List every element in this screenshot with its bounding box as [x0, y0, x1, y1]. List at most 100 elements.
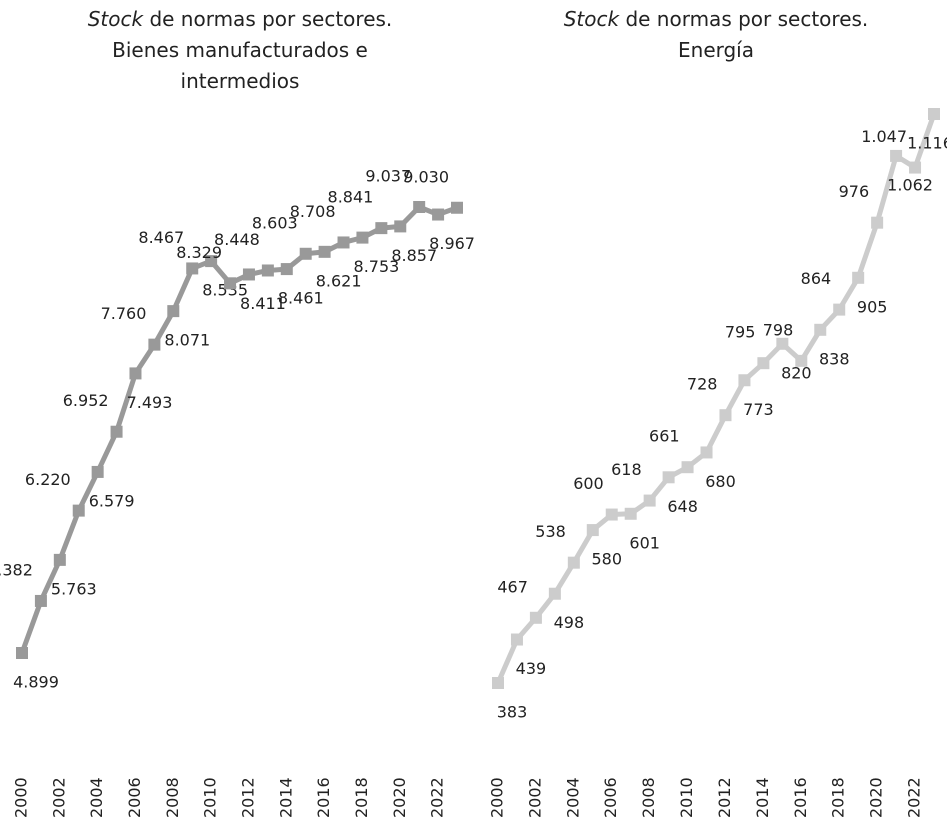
marker	[53, 553, 66, 566]
x-tick-label: 2008	[639, 777, 658, 818]
data-label: 618	[611, 460, 642, 479]
data-label: 6.579	[89, 491, 135, 510]
data-label: 383	[497, 703, 528, 722]
marker	[757, 357, 770, 370]
title-line: de normas por sectores.	[625, 7, 868, 31]
data-label: 864	[801, 269, 832, 288]
marker	[586, 524, 599, 537]
data-label: 580	[592, 550, 623, 569]
marker	[375, 222, 388, 235]
data-label: 498	[554, 613, 585, 632]
x-tick-label: 2010	[201, 777, 220, 818]
marker	[643, 494, 656, 507]
marker	[242, 268, 255, 281]
marker	[413, 201, 426, 213]
title-line: intermedios	[181, 69, 300, 93]
marker	[605, 508, 618, 521]
data-label: 8.621	[316, 271, 362, 290]
marker	[567, 556, 580, 569]
marker	[224, 277, 237, 290]
x-tick-label: 2018	[829, 777, 848, 818]
title-emphasis: Stock	[564, 7, 621, 31]
x-tick-label: 2002	[49, 777, 68, 818]
marker	[167, 305, 180, 318]
marker	[318, 245, 331, 258]
data-label: 820	[781, 363, 812, 382]
x-tick-label: 2016	[314, 777, 333, 818]
marker	[129, 367, 142, 380]
x-tick-label: 2012	[715, 777, 734, 818]
data-label: 798	[763, 320, 794, 339]
x-tick-label: 2004	[563, 777, 582, 818]
data-label: 439	[516, 659, 547, 678]
marker	[356, 231, 369, 244]
data-label: 4.899	[13, 673, 59, 692]
data-label: 8.603	[252, 213, 298, 232]
marker	[548, 587, 561, 600]
marker	[16, 647, 28, 659]
x-tick-label: 2010	[677, 777, 696, 818]
marker	[492, 677, 504, 689]
data-label: 8.967	[429, 234, 475, 253]
title-line: Energía	[678, 38, 754, 62]
x-tick-label: 2000	[12, 777, 31, 818]
data-label: 7.493	[127, 393, 173, 412]
marker	[833, 303, 846, 316]
chart-title: Bienes manufacturados e	[112, 38, 368, 62]
data-label: 1.062	[887, 175, 933, 194]
x-tick-label: 2016	[791, 777, 810, 818]
marker	[148, 338, 161, 351]
x-tick-label: 2014	[753, 777, 772, 818]
chart-title: Stock de normas por sectores.	[564, 7, 869, 31]
marker	[529, 611, 542, 624]
marker	[280, 263, 293, 276]
marker	[261, 264, 274, 277]
marker	[719, 409, 732, 422]
data-label: 9.030	[403, 167, 449, 186]
data-label: 795	[725, 323, 756, 342]
marker	[738, 374, 751, 387]
data-label: 8.411	[240, 294, 286, 313]
chart-title: Energía	[678, 38, 754, 62]
marker	[700, 446, 713, 459]
marker	[795, 354, 808, 367]
marker	[909, 161, 922, 174]
data-label: 1.116	[907, 134, 947, 153]
x-tick-label: 2002	[525, 777, 544, 818]
data-label: 648	[667, 497, 698, 516]
title-line: de normas por sectores.	[149, 7, 392, 31]
data-label: 9.037	[365, 167, 411, 186]
data-label: 8.329	[176, 243, 222, 262]
marker	[299, 247, 312, 260]
marker	[72, 504, 85, 517]
data-label: 773	[743, 400, 774, 419]
marker	[510, 633, 523, 646]
title-line: Bienes manufacturados e	[112, 38, 368, 62]
marker	[814, 323, 827, 336]
data-label: 6.220	[25, 470, 71, 489]
data-label: 601	[629, 533, 660, 552]
data-label: 8.071	[164, 331, 210, 350]
marker	[681, 461, 694, 474]
data-label: 8.461	[278, 289, 324, 308]
data-label: 5.382	[0, 560, 33, 579]
marker	[776, 337, 789, 350]
data-label: 728	[687, 375, 718, 394]
title-emphasis: Stock	[88, 7, 145, 31]
x-tick-label: 2022	[428, 777, 447, 818]
x-tick-label: 2008	[163, 777, 182, 818]
data-label: 838	[819, 349, 850, 368]
data-label: 600	[573, 474, 604, 493]
marker	[852, 271, 865, 284]
x-tick-label: 2014	[276, 777, 295, 818]
data-label: 8.841	[328, 188, 374, 207]
data-label: 680	[705, 472, 736, 491]
data-label: 905	[857, 297, 888, 316]
x-tick-label: 2012	[238, 777, 257, 818]
chart-title: intermedios	[181, 69, 300, 93]
data-label: 1.047	[861, 127, 907, 146]
marker	[928, 108, 940, 120]
marker	[662, 471, 675, 484]
x-tick-label: 2020	[390, 777, 409, 818]
